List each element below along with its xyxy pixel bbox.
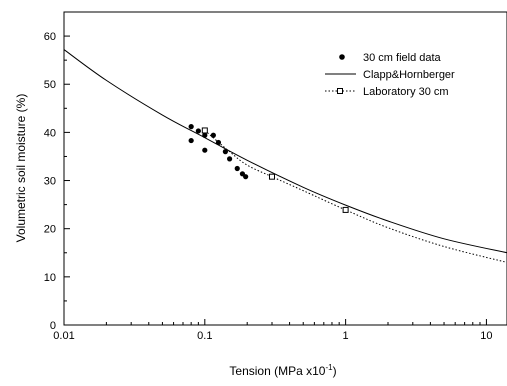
field-data-point bbox=[188, 137, 194, 144]
field-data-point bbox=[215, 139, 222, 146]
legend-marker-field-data bbox=[339, 54, 345, 60]
legend-label-clapp-hornberger: Clapp&Hornberger bbox=[363, 69, 455, 81]
y-tick-label: 20 bbox=[44, 224, 56, 236]
y-tick-label: 30 bbox=[44, 176, 56, 188]
plot-frame bbox=[63, 11, 507, 326]
field-data-point bbox=[222, 149, 228, 155]
laboratory-point bbox=[342, 206, 349, 213]
field-data-point bbox=[234, 165, 240, 172]
y-axis-ticks: 0 10 20 30 40 50 60 bbox=[44, 31, 70, 332]
laboratory-point bbox=[201, 127, 208, 134]
y-tick-label: 50 bbox=[44, 79, 56, 91]
y-tick-label: 60 bbox=[44, 31, 56, 43]
y-axis-title: Volumetric soil moisture (%) bbox=[14, 94, 28, 243]
legend: 30 cm field data Clapp&Hornberger Labora… bbox=[325, 52, 455, 98]
laboratory-curve bbox=[204, 130, 507, 263]
field-data-point bbox=[188, 124, 194, 130]
legend-marker-laboratory bbox=[337, 88, 343, 94]
y-tick-label: 40 bbox=[44, 127, 56, 139]
series-layer bbox=[63, 49, 507, 263]
legend-label-laboratory: Laboratory 30 cm bbox=[363, 86, 449, 98]
x-tick-label: 0.01 bbox=[53, 330, 74, 342]
x-tick-label: 10 bbox=[480, 330, 492, 342]
x-tick-label: 1 bbox=[343, 330, 349, 342]
y-tick-label: 10 bbox=[44, 272, 56, 284]
field-data-point bbox=[243, 174, 249, 180]
laboratory-point bbox=[268, 173, 275, 180]
field-data-point bbox=[210, 132, 216, 138]
x-tick-label: 0.1 bbox=[197, 330, 212, 342]
field-data-point bbox=[227, 156, 233, 162]
legend-label-field-data: 30 cm field data bbox=[363, 52, 442, 64]
y-tick-label: 0 bbox=[50, 320, 56, 332]
field-data-point bbox=[202, 147, 208, 153]
field-data-point bbox=[202, 132, 208, 138]
x-axis-title: Tension (MPa x10-1) bbox=[229, 363, 336, 378]
x-axis-ticks: 0.01 0.1 1 10 bbox=[53, 319, 493, 342]
clapp-hornberger-curve bbox=[63, 49, 507, 254]
field-data-point bbox=[195, 128, 201, 134]
